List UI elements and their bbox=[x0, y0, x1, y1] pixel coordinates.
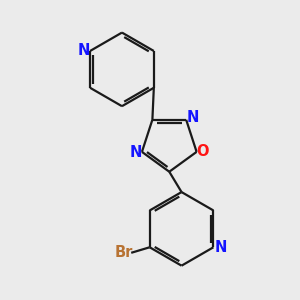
Text: Br: Br bbox=[114, 245, 133, 260]
Text: O: O bbox=[197, 144, 209, 159]
Text: N: N bbox=[186, 110, 199, 125]
Text: N: N bbox=[214, 241, 226, 256]
Text: N: N bbox=[129, 145, 142, 160]
Text: N: N bbox=[78, 43, 90, 58]
